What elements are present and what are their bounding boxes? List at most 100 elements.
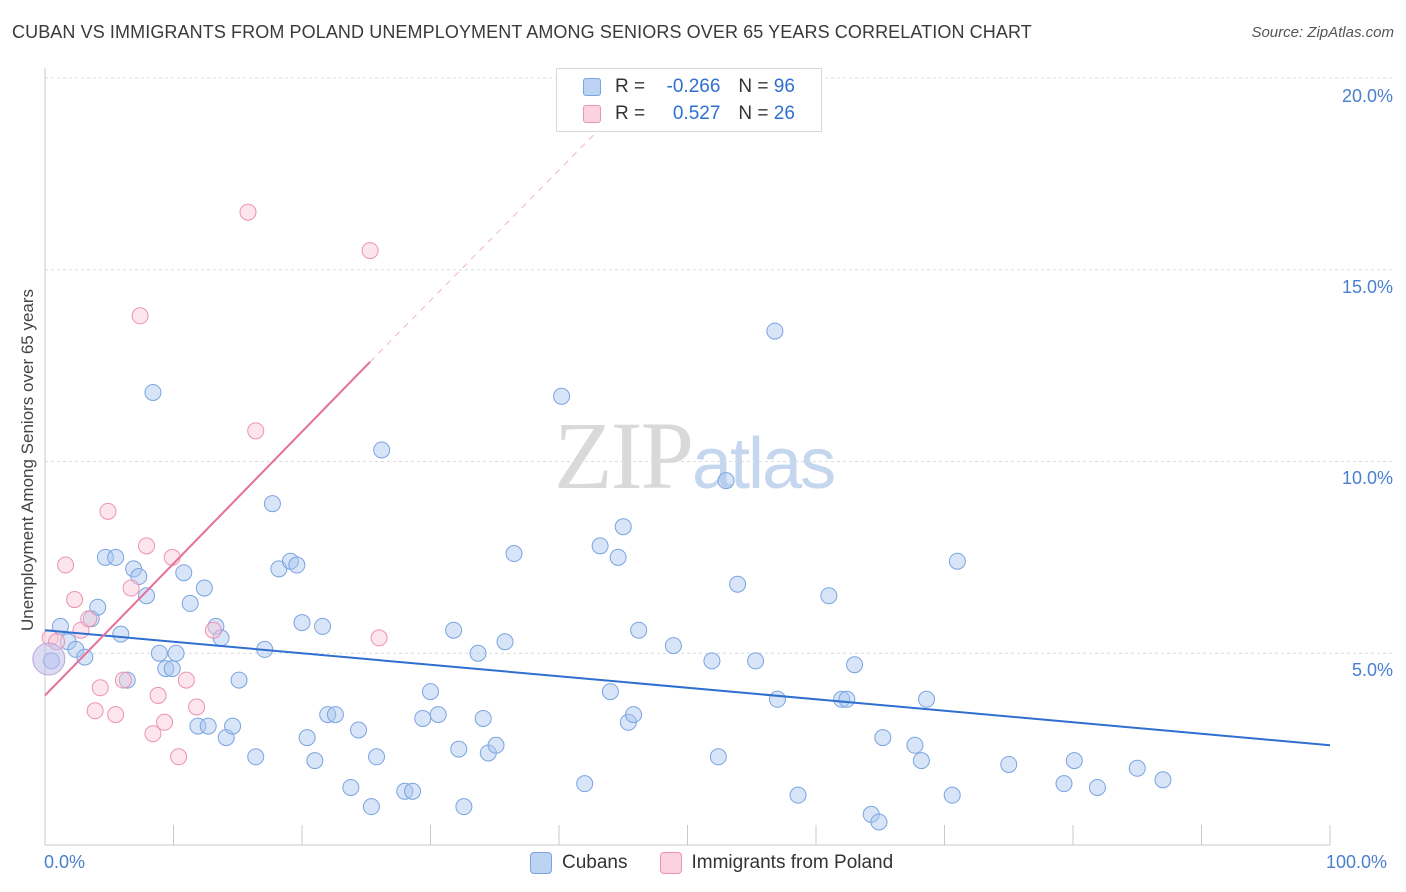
poland-point-20 — [188, 698, 206, 716]
chart-title: CUBAN VS IMMIGRANTS FROM POLAND UNEMPLOY… — [12, 22, 1032, 42]
cubans-point-86 — [912, 752, 930, 770]
cubans-point-81 — [846, 656, 864, 674]
cubans-point-68 — [630, 621, 648, 639]
cubans-point-87 — [918, 690, 936, 708]
cubans-point-23 — [199, 717, 217, 735]
cubans-point-40 — [326, 706, 344, 724]
poland-point-5 — [80, 610, 98, 628]
poland-point-11 — [122, 579, 140, 597]
cubans-point-71 — [709, 748, 727, 766]
legend-n-label: N = — [738, 103, 769, 124]
cubans-point-69 — [664, 637, 682, 655]
cubans-point-14 — [144, 383, 162, 401]
legend-r-label: R = — [615, 76, 646, 97]
bottom-legend-swatch-cubans — [530, 852, 552, 874]
cubans-point-91 — [1055, 775, 1073, 793]
poland-point-13 — [138, 537, 156, 555]
cubans-point-10 — [118, 671, 136, 689]
cubans-point-85 — [906, 736, 924, 754]
legend-swatch-cubans — [583, 78, 601, 96]
cubans-point-6 — [89, 598, 107, 616]
poland-point-2 — [57, 556, 75, 574]
cubans-point-53 — [455, 798, 473, 816]
watermark-atlas: atlas — [692, 424, 836, 504]
bottom-legend: Cubans Immigrants from Poland — [530, 852, 925, 874]
bottom-legend-swatch-poland — [659, 852, 682, 874]
cubans-point-63 — [601, 683, 619, 701]
cubans-point-90 — [1000, 755, 1018, 773]
cubans-point-84 — [874, 729, 892, 747]
cubans-point-65 — [614, 518, 632, 536]
cubans-point-44 — [368, 748, 386, 766]
x-tick-0: 0.0% — [44, 852, 86, 872]
cubans-point-38 — [314, 617, 332, 635]
cubans-point-47 — [404, 782, 422, 800]
cubans-point-64 — [609, 548, 627, 566]
cubans-point-60 — [553, 387, 571, 405]
correlation-legend: R = -0.266 N = 96 R = 0.527 N = 26 — [556, 68, 822, 132]
cubans-point-42 — [350, 721, 368, 739]
cubans-point-61 — [576, 775, 594, 793]
cubans-point-43 — [362, 798, 380, 816]
cubans-point-35 — [293, 614, 311, 632]
cubans-point-55 — [474, 709, 492, 727]
cubans-point-51 — [445, 621, 463, 639]
poland-trend-line — [44, 361, 371, 697]
poland-point-21 — [204, 621, 222, 639]
legend-r-value: 0.527 — [672, 103, 721, 124]
cubans-point-77 — [789, 786, 807, 804]
poland-point-10 — [114, 671, 132, 689]
poland-point-23 — [247, 422, 265, 440]
cubans-point-21 — [189, 717, 207, 735]
cubans-point-75 — [766, 322, 784, 340]
cubans-point-49 — [422, 683, 439, 701]
watermark-zip: ZIP — [554, 402, 694, 509]
legend-n-label: N = — [738, 76, 769, 97]
poland-point-12 — [131, 307, 149, 325]
legend-r-value: -0.266 — [666, 76, 721, 97]
watermark: ZIPatlas — [554, 400, 836, 511]
cubans-point-54 — [469, 644, 487, 662]
cubans-point-70 — [703, 652, 721, 670]
cubans-point-62 — [591, 537, 609, 555]
bottom-legend-label-cubans: Cubans — [562, 852, 628, 873]
bottom-legend-label-poland: Immigrants from Poland — [691, 852, 894, 873]
cubans-point-9 — [112, 625, 130, 643]
poland-point-25 — [370, 629, 388, 647]
cubans-point-15 — [150, 644, 168, 662]
cubans-point-74 — [747, 652, 765, 670]
cubans-point-88 — [943, 786, 961, 804]
cubans-point-19 — [175, 564, 193, 582]
cubans-point-67 — [625, 706, 643, 724]
cubans-point-20 — [181, 594, 199, 612]
bottom-legend-cubans: Cubans — [530, 852, 628, 874]
poland-point-6 — [86, 702, 104, 720]
legend-row-cubans: R = -0.266 N = 96 — [583, 75, 795, 99]
poland-point-16 — [156, 713, 174, 731]
cubans-point-76 — [768, 690, 786, 708]
cubans-point-83 — [870, 813, 888, 831]
cluster-point — [32, 642, 66, 676]
cubans-point-48 — [414, 709, 432, 727]
poland-trend-extension — [369, 104, 624, 363]
cubans-point-73 — [729, 575, 747, 593]
poland-point-8 — [99, 502, 117, 520]
cubans-point-94 — [1128, 759, 1146, 777]
poland-point-9 — [107, 706, 125, 724]
legend-row-poland: R = 0.527 N = 26 — [583, 102, 795, 126]
cubans-point-34 — [288, 556, 306, 574]
cubans-point-28 — [230, 671, 248, 689]
poland-point-24 — [361, 242, 379, 260]
cubans-point-7 — [96, 548, 114, 566]
cubans-point-4 — [76, 648, 94, 666]
legend-r-label: R = — [615, 103, 646, 124]
cubans-point-31 — [263, 495, 281, 513]
poland-point-14 — [144, 725, 162, 743]
cubans-point-29 — [247, 748, 265, 766]
bottom-legend-poland: Immigrants from Poland — [659, 852, 894, 874]
poland-point-18 — [170, 748, 188, 766]
cubans-point-79 — [833, 690, 851, 708]
cubans-point-8 — [107, 548, 125, 566]
cubans-point-27 — [224, 717, 242, 735]
